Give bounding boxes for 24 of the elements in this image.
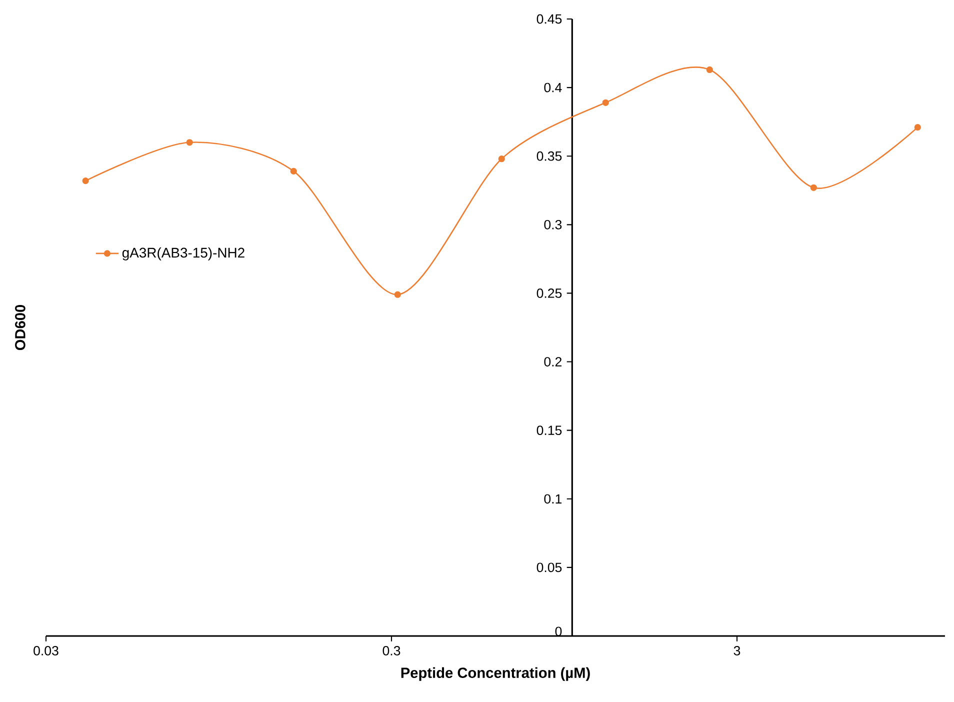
x-axis-title: Peptide Concentration (µM): [401, 667, 590, 681]
point: [394, 291, 401, 298]
point: [186, 139, 193, 146]
x-tick-label: 3: [734, 646, 740, 656]
point: [602, 99, 609, 106]
y-tick-label: 0.25: [536, 288, 562, 298]
x-tick-label: 0.3: [382, 646, 400, 656]
y-tick-label: 0.4: [544, 82, 562, 92]
y-tick-label: 0.05: [536, 562, 562, 572]
point: [82, 177, 89, 184]
y-axis-title: OD600: [15, 304, 26, 350]
x-tick-label: 0.03: [34, 646, 58, 656]
y-tick-label: 0.1: [544, 494, 562, 504]
y-tick-label: 0.2: [544, 357, 562, 366]
point: [290, 168, 297, 175]
point: [914, 124, 921, 131]
point: [706, 66, 713, 74]
point: [498, 156, 505, 162]
y-tick-label: 0.35: [536, 151, 562, 161]
y-tick-label: 0.45: [536, 14, 562, 24]
point: [810, 184, 817, 191]
y-tick-label: 0.15: [536, 426, 562, 436]
y-tick-label: 0.3: [544, 220, 562, 230]
legend-label: gA3R(AB3-15)-NH2: [122, 247, 244, 260]
